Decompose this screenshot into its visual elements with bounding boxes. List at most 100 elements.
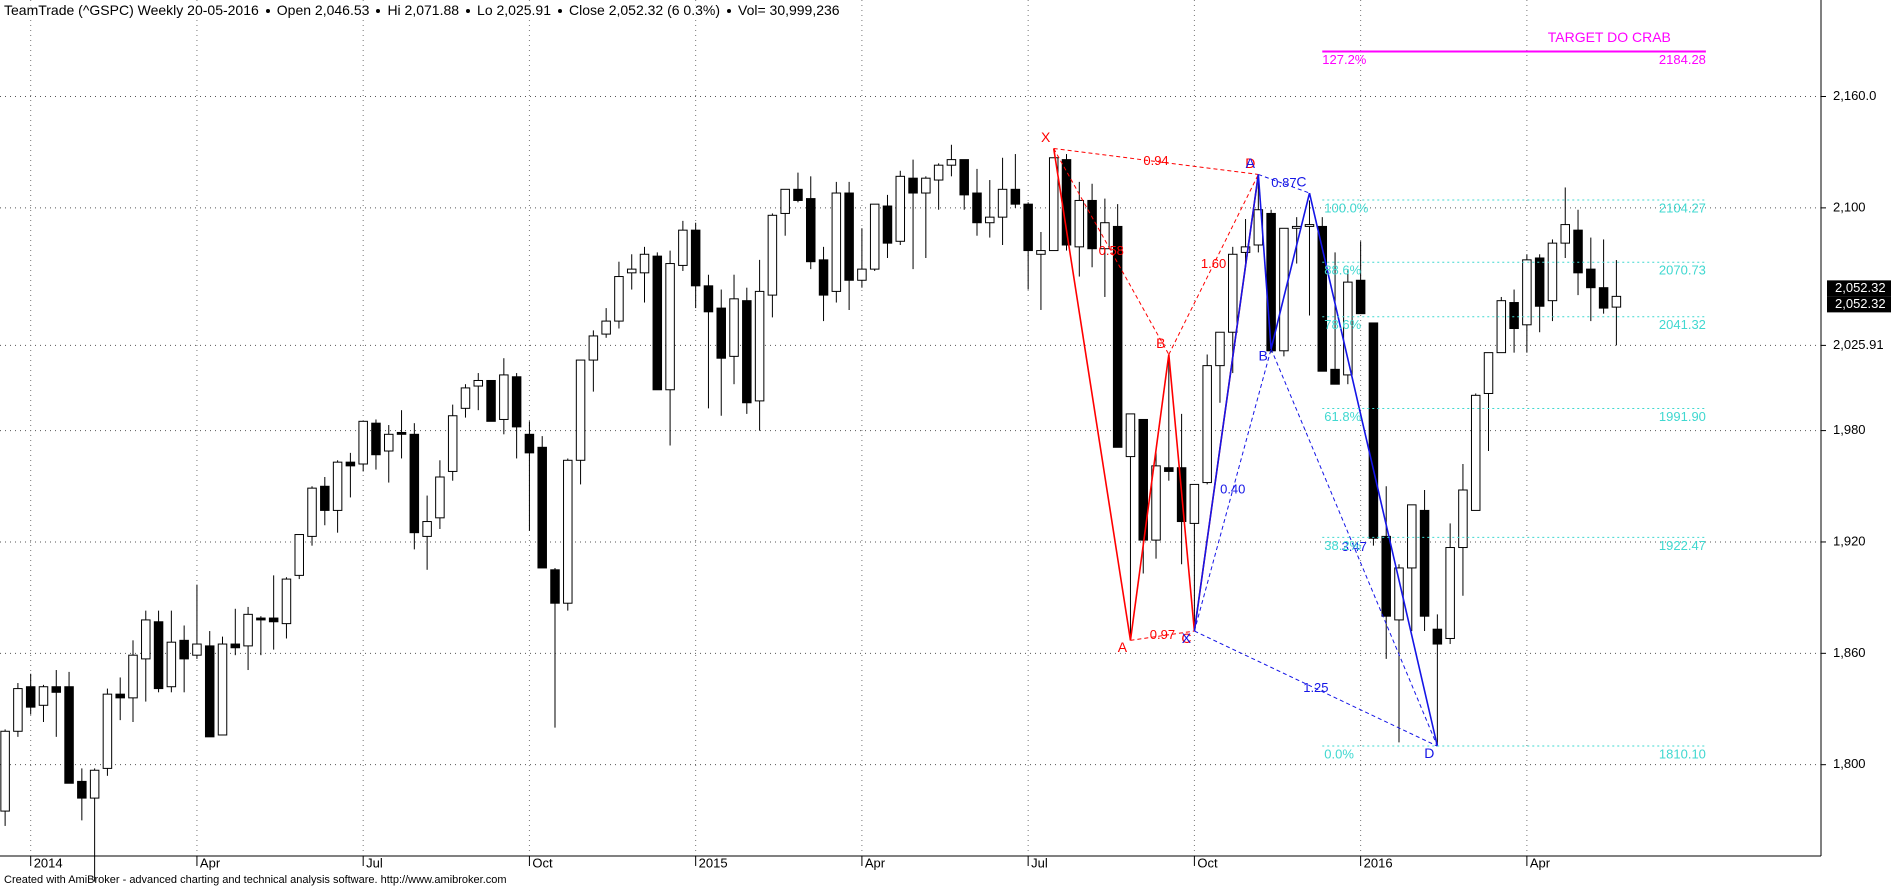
candle-body xyxy=(1202,365,1212,484)
candle-body xyxy=(89,769,100,799)
fib-pct-label: 100.0% xyxy=(1324,200,1369,215)
fib-price-label: 1922.47 xyxy=(1659,538,1706,553)
candle-body xyxy=(153,621,164,690)
pattern-point-label: D xyxy=(1424,745,1434,761)
x-tick-label: 2016 xyxy=(1364,855,1393,870)
candle-body xyxy=(1125,413,1136,458)
candle-body xyxy=(1560,224,1570,244)
candle-body xyxy=(1496,300,1507,354)
candle-body xyxy=(294,534,304,576)
candle-body xyxy=(1228,253,1238,333)
candle-body xyxy=(793,188,803,201)
candle-body xyxy=(882,205,893,244)
candle-body xyxy=(268,617,279,623)
candle-body xyxy=(614,276,624,322)
pattern-point-label: A xyxy=(1246,155,1256,171)
candle-body xyxy=(1215,331,1225,367)
candle-body xyxy=(1394,567,1404,621)
pattern-leg xyxy=(1308,192,1439,747)
candle-body xyxy=(1381,535,1391,617)
candle-body xyxy=(869,203,880,270)
candle-body xyxy=(1240,246,1251,253)
candle-body xyxy=(511,376,522,428)
pattern-ratio-label: 0.87 xyxy=(1271,175,1296,190)
pattern-point-label: A xyxy=(1118,639,1128,655)
candle-body xyxy=(985,216,995,224)
candle-body xyxy=(601,320,611,335)
candle-body xyxy=(1151,465,1161,541)
y-tick-label: 2,100 xyxy=(1833,199,1866,214)
candle-body xyxy=(1048,157,1059,252)
candle-body xyxy=(332,461,343,511)
candle-body xyxy=(1010,188,1021,205)
info-item: Close 2,052.32 (6 0.3%) xyxy=(569,2,720,18)
candle-body xyxy=(1509,302,1519,330)
candle-body xyxy=(1407,504,1417,569)
candle-body xyxy=(1522,259,1532,326)
candle-body xyxy=(1074,199,1085,248)
info-item: Lo 2,025.91 xyxy=(477,2,552,18)
candle-body xyxy=(1458,489,1468,549)
fib-pct-label: 88.6% xyxy=(1324,263,1361,278)
candle-body xyxy=(626,268,637,274)
candle-body xyxy=(1547,242,1558,302)
candle-body xyxy=(780,188,790,214)
candle-body xyxy=(742,300,752,404)
x-tick-label: Oct xyxy=(1197,855,1218,870)
candle-body xyxy=(192,643,202,656)
candle-body xyxy=(1279,227,1289,352)
pattern-ratio-label: 0.94 xyxy=(1143,153,1168,168)
pattern-point-label: C xyxy=(1181,630,1191,646)
candle-body xyxy=(1483,352,1494,394)
candle-body xyxy=(588,335,599,361)
fib-price-label: 1991.90 xyxy=(1659,409,1706,424)
candle-body xyxy=(128,654,138,699)
candle-body xyxy=(217,643,228,736)
candle-body xyxy=(806,198,816,263)
candle-body xyxy=(204,645,215,738)
candle-body xyxy=(1317,225,1328,372)
candle-body xyxy=(1432,628,1443,645)
candle-body xyxy=(831,192,842,292)
candle-body xyxy=(64,686,74,784)
y-tick-label: 1,980 xyxy=(1833,422,1866,437)
y-tick-label: 1,860 xyxy=(1833,645,1866,660)
x-tick-label: Apr xyxy=(865,855,886,870)
pattern-ratio-label: 1.25 xyxy=(1303,680,1328,695)
pattern-leg xyxy=(1052,148,1132,641)
y-tick-label: 1,800 xyxy=(1833,756,1866,771)
x-tick-label: 2014 xyxy=(34,855,63,870)
candle-body xyxy=(102,693,113,769)
candle-body xyxy=(703,285,714,313)
candle-body xyxy=(729,298,739,357)
pattern-ratio-line xyxy=(1270,348,1438,747)
candle-body xyxy=(946,159,957,166)
fib-pct-label: 78.6% xyxy=(1324,317,1361,332)
candle-body xyxy=(716,307,726,359)
candle-body xyxy=(665,263,675,391)
candle-body xyxy=(435,476,445,519)
pattern-leg xyxy=(1270,192,1311,350)
x-tick-label: 2015 xyxy=(699,855,728,870)
candle-body xyxy=(1100,222,1110,250)
pattern-point-label: D xyxy=(1245,155,1255,171)
candle-body xyxy=(0,730,10,812)
candle-body xyxy=(371,422,381,456)
pattern-ratio-line xyxy=(1053,147,1259,175)
price-tag-label: 2,052.32 xyxy=(1835,280,1886,295)
separator xyxy=(727,9,731,14)
candle-body xyxy=(895,175,906,242)
candle-body xyxy=(345,461,356,467)
x-tick-label: Oct xyxy=(532,855,553,870)
candle-body xyxy=(141,619,151,660)
candle-body xyxy=(1355,279,1366,315)
candle-body xyxy=(166,641,177,688)
candle-body xyxy=(1611,295,1622,308)
candle-body xyxy=(1598,287,1609,309)
candle-body xyxy=(38,686,49,706)
pattern-ratio-line xyxy=(1053,148,1170,355)
x-tick-label: Jul xyxy=(366,855,383,870)
y-tick-label: 2,025.91 xyxy=(1833,337,1884,352)
pattern-leg xyxy=(1129,354,1170,641)
